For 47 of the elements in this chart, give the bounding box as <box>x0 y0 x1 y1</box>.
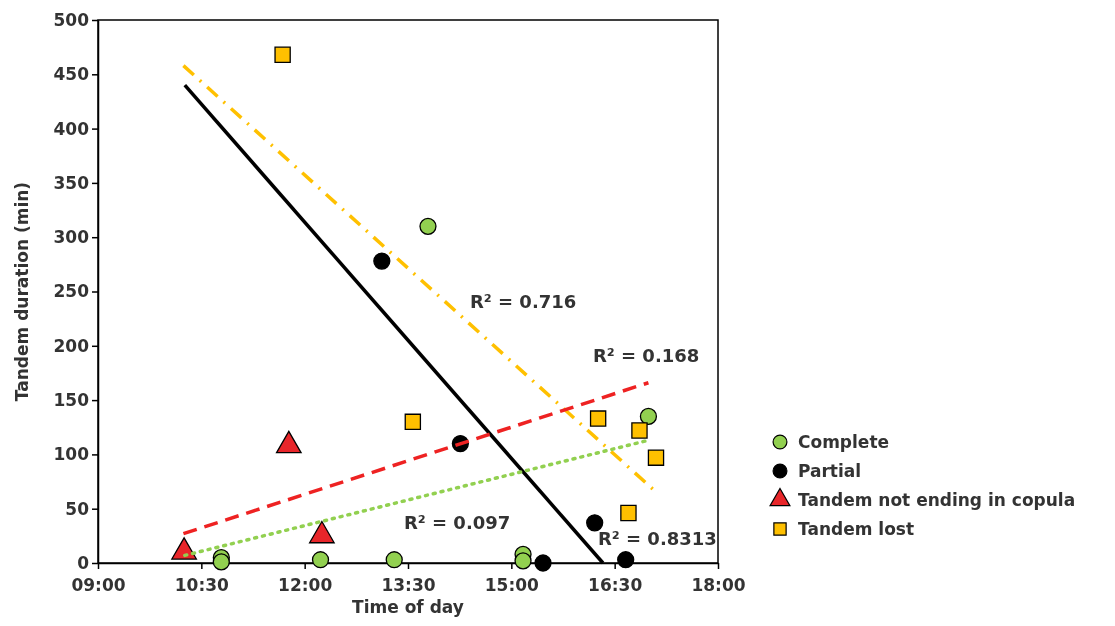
x-tick-label: 10:30 <box>174 574 230 595</box>
x-tick-label: 13:30 <box>381 574 436 595</box>
point <box>274 46 291 63</box>
y-tick-label: 400 <box>53 118 90 139</box>
legend-label: Tandem not ending in copula <box>798 490 1076 510</box>
y-tick-label: 250 <box>53 281 90 302</box>
legend-label: Complete <box>798 432 890 452</box>
x-axis-title: Time of day <box>352 597 464 617</box>
point <box>631 422 648 439</box>
x-tick-label: 12:00 <box>278 574 333 595</box>
y-axis-title: Tandem duration (min) <box>12 181 32 402</box>
x-tick-label: 16:30 <box>588 574 643 595</box>
point <box>534 554 552 572</box>
point <box>404 413 422 431</box>
point <box>212 553 230 571</box>
point <box>514 552 532 570</box>
point <box>639 407 658 425</box>
point <box>419 217 437 235</box>
point <box>647 449 665 466</box>
point <box>275 430 302 454</box>
point <box>171 537 198 560</box>
point <box>385 551 403 569</box>
point <box>311 551 330 569</box>
y-tick-label: 0 <box>77 552 90 573</box>
y-tick-label: 150 <box>53 390 90 411</box>
annotation: R² = 0.097 <box>404 512 511 533</box>
y-tick-label: 300 <box>53 227 90 248</box>
point <box>373 252 391 270</box>
x-tick-label: 15:00 <box>484 574 540 595</box>
point <box>620 504 637 522</box>
point <box>617 551 635 569</box>
y-tick-label: 500 <box>53 9 90 30</box>
annotation: R² = 0.8313 <box>598 528 717 549</box>
annotation: R² = 0.716 <box>470 291 577 312</box>
x-tick-label: 18:00 <box>691 574 746 595</box>
point <box>586 514 604 532</box>
y-tick-label: 450 <box>53 64 90 85</box>
annotation: R² = 0.168 <box>593 345 700 366</box>
y-tick-label: 50 <box>65 498 90 519</box>
y-tick-label: 100 <box>53 444 90 465</box>
y-tick-label: 350 <box>53 172 90 193</box>
legend-label: Tandem lost <box>798 519 915 539</box>
point <box>589 410 607 427</box>
legend-label: Partial <box>798 461 862 481</box>
y-tick-label: 200 <box>53 335 90 356</box>
x-tick-label: 09:00 <box>71 574 126 595</box>
point <box>308 520 335 544</box>
